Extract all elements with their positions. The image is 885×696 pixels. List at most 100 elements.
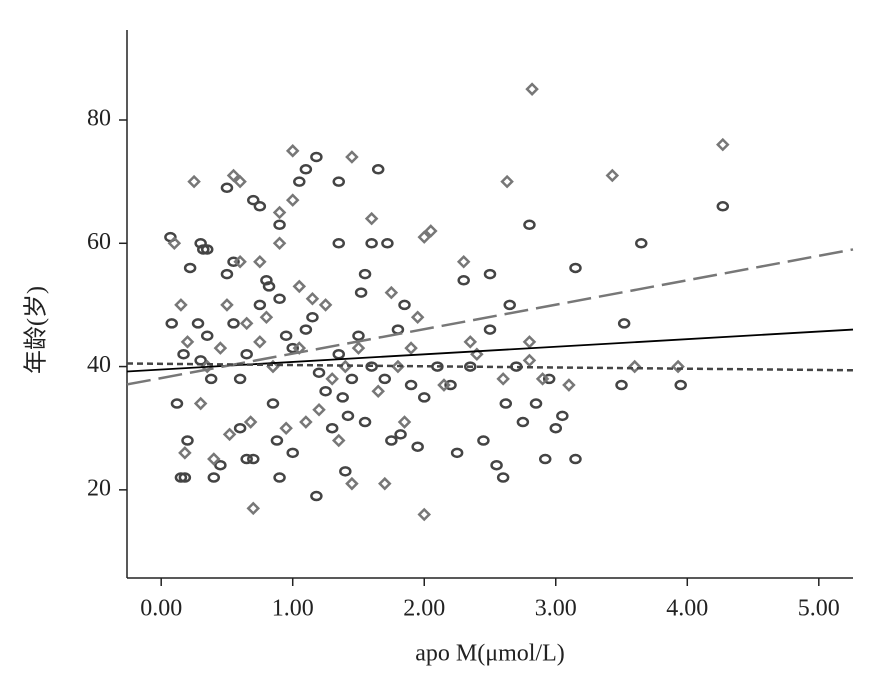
circle-point: [191, 318, 205, 329]
circle-point: [286, 342, 299, 354]
diamond-point: [562, 378, 576, 392]
diamond-point: [417, 507, 432, 522]
circle-point: [457, 275, 470, 286]
circle-point: [233, 373, 247, 385]
diamond-point: [207, 452, 221, 466]
diamond-point: [364, 211, 379, 226]
diamond-point: [325, 372, 339, 386]
circle-point: [716, 201, 730, 212]
circle-point: [181, 435, 194, 446]
diamond-point: [456, 255, 471, 269]
circle-point: [358, 416, 372, 428]
circle-point: [200, 244, 214, 255]
circle-point: [177, 348, 190, 360]
circle-point: [253, 201, 267, 212]
diamond-point: [272, 205, 287, 220]
diamond-point: [671, 359, 685, 374]
circle-point: [170, 398, 184, 409]
diamond-point: [285, 193, 300, 207]
circle-point: [165, 318, 178, 329]
circle-point: [394, 429, 407, 440]
circle-point: [220, 268, 234, 280]
diamond-point: [397, 415, 412, 429]
diamond-point: [716, 137, 730, 152]
circle-point: [286, 447, 299, 459]
circle-point: [279, 330, 293, 341]
circle-point: [538, 453, 552, 465]
circle-point: [674, 379, 687, 391]
diamond-point: [312, 402, 326, 417]
diamond-point: [410, 310, 425, 325]
circle-point: [200, 330, 214, 341]
circle-point: [207, 472, 221, 483]
circle-point: [523, 219, 536, 231]
circle-point: [332, 176, 345, 187]
circle-point: [354, 287, 368, 298]
diamond-point: [522, 353, 537, 368]
diamond-point: [253, 255, 267, 269]
circle-point: [516, 416, 530, 428]
circle-point: [365, 238, 378, 249]
diamond-point: [213, 341, 228, 355]
circle-point: [183, 262, 197, 274]
circle-point: [299, 164, 313, 175]
diamond-point: [272, 236, 287, 251]
circle-point: [404, 379, 418, 391]
circle-point: [253, 299, 267, 311]
diamond-point: [233, 174, 247, 189]
circle-point: [260, 275, 273, 286]
diamond-point: [496, 372, 510, 386]
y-tick-label: 60: [87, 229, 111, 255]
circle-point: [204, 373, 218, 385]
x-tick-label: 0.00: [140, 596, 182, 622]
diamond-point: [500, 174, 514, 189]
diamond-point: [180, 335, 195, 349]
diamond-point: [253, 335, 267, 349]
circle-point: [194, 238, 207, 249]
circle-point: [332, 238, 345, 249]
y-tick-label: 40: [87, 352, 111, 378]
circle-point: [417, 392, 431, 403]
diamond-point: [522, 335, 537, 349]
circle-point: [270, 435, 284, 446]
circle-point: [293, 176, 306, 187]
x-tick-label: 1.00: [272, 596, 314, 622]
circle-point: [345, 373, 359, 385]
circle-point: [352, 330, 365, 341]
diamond-point: [193, 396, 208, 411]
circle-point: [503, 299, 516, 311]
diamond-point: [285, 144, 300, 158]
circle-point: [490, 459, 503, 471]
diamond-point: [331, 433, 346, 448]
diamond-point: [299, 415, 313, 429]
circle-point: [233, 422, 247, 434]
circle-point: [378, 373, 392, 385]
diamond-point: [437, 378, 451, 392]
circle-point: [477, 435, 490, 446]
circle-point: [273, 219, 286, 231]
circle-point: [310, 490, 323, 502]
circle-point: [617, 318, 631, 329]
x-axis-label: apo M(μmol/L): [415, 641, 565, 667]
diamond-point: [424, 224, 438, 238]
circle-point: [450, 447, 464, 459]
fit-line: [126, 362, 854, 372]
diamond-point: [226, 168, 241, 183]
circle-point: [220, 182, 234, 194]
circle-point: [339, 466, 352, 477]
diamond-point: [345, 150, 359, 164]
circle-point: [240, 348, 253, 360]
circle-point: [358, 268, 372, 280]
circle-point: [247, 194, 260, 206]
diamond-point: [178, 446, 192, 460]
circle-point: [483, 324, 497, 335]
diamond-point: [371, 384, 385, 398]
diamond-point: [378, 476, 392, 491]
diamond-point: [239, 316, 254, 331]
x-tick-label: 4.00: [666, 596, 708, 622]
diamond-point: [167, 236, 182, 251]
circle-point: [499, 398, 513, 409]
diamond-point: [525, 82, 539, 96]
y-axis-label: 年龄(岁): [23, 286, 50, 374]
